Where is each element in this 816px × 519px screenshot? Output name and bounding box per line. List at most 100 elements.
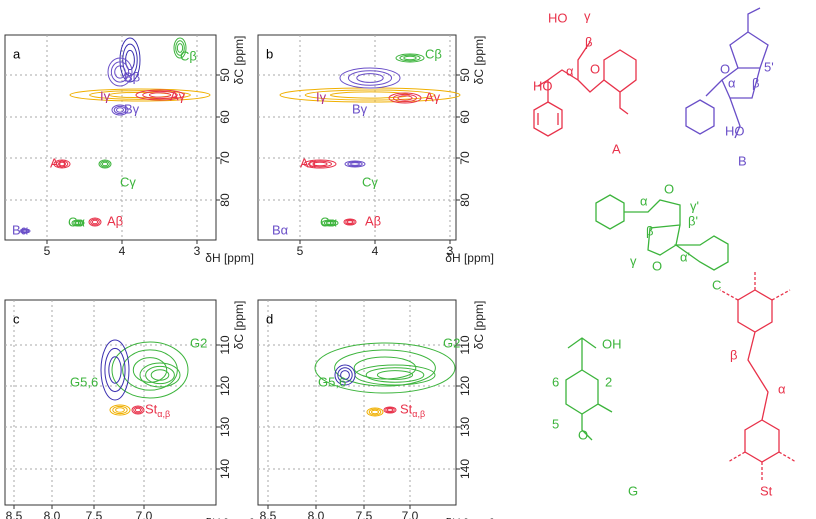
x-tick-label: 3 — [194, 244, 201, 258]
peak-label: Aβ — [365, 213, 381, 228]
y-tick-label: 110 — [458, 335, 472, 354]
peak-label: Aα — [300, 155, 317, 170]
panel-frame — [4, 34, 217, 241]
peak-label: Aα — [50, 155, 67, 170]
atom: O — [578, 427, 588, 442]
contour — [22, 229, 28, 233]
contour — [346, 220, 354, 224]
peak-label: Cγ — [120, 174, 136, 189]
contour — [150, 369, 170, 381]
y-tick-label: 50 — [218, 68, 232, 82]
contour — [69, 88, 211, 102]
peak-label: Cα — [320, 214, 337, 229]
peak-label: G5,6 — [318, 374, 346, 389]
contour — [101, 161, 109, 167]
atom: α — [566, 63, 574, 78]
x-tick-label: 5 — [44, 244, 51, 258]
x-tick-label: 7.0 — [402, 509, 419, 519]
y-tick-label: 110 — [218, 335, 232, 354]
atom: γ' — [690, 198, 699, 213]
contour — [323, 220, 337, 226]
structure-c — [595, 194, 729, 271]
contour — [98, 159, 112, 169]
contour — [100, 160, 110, 168]
contour — [112, 405, 128, 415]
x-tick-label: 3 — [447, 244, 454, 258]
structure-label: A — [612, 141, 621, 156]
contour — [115, 107, 125, 113]
structure-label: G — [628, 483, 638, 498]
peak-label: Bγ — [124, 101, 140, 116]
contour — [109, 404, 131, 416]
contour — [392, 93, 418, 103]
peak-subscript: α,β — [157, 409, 170, 419]
peak-label: Aβ — [107, 213, 123, 228]
contour — [403, 55, 417, 61]
panel-frame — [4, 299, 217, 506]
contour — [142, 90, 178, 100]
y-tick-label: 140 — [458, 459, 472, 479]
x-tick-label: 8.0 — [44, 509, 61, 519]
atom: β — [752, 75, 759, 90]
contour — [122, 43, 138, 77]
peak-label: Aγ — [170, 88, 186, 103]
peak-label: Aγ — [425, 89, 441, 104]
contour — [337, 367, 353, 383]
contour — [90, 218, 100, 226]
contour — [366, 407, 384, 417]
contour — [395, 53, 425, 63]
panel-label: d — [266, 311, 273, 326]
peak-label: Bβ — [124, 69, 140, 84]
y-tick-label: 60 — [458, 110, 472, 124]
contour — [135, 89, 185, 101]
atom: O — [720, 61, 730, 76]
contour — [73, 220, 83, 226]
peak-label: Stα,β — [145, 401, 170, 419]
peak-label: Stα,β — [400, 401, 425, 419]
contour — [71, 219, 85, 227]
contour — [176, 43, 184, 53]
y-axis-label: δC [ppm] — [232, 36, 246, 85]
structure-label: St — [760, 483, 773, 498]
structure-label: B — [738, 153, 747, 168]
atom: 6 — [552, 374, 559, 389]
contour — [145, 365, 175, 385]
contour — [347, 70, 393, 86]
contour — [100, 339, 130, 401]
atom: HO — [533, 78, 553, 93]
y-tick-label: 60 — [218, 110, 232, 124]
contour — [74, 221, 82, 225]
peak-label: Bα — [272, 222, 289, 237]
contour — [343, 218, 357, 226]
y-axis-label: δC [ppm] — [232, 301, 246, 350]
contour — [55, 160, 69, 168]
contour — [107, 57, 133, 87]
contour — [304, 89, 436, 101]
x-axis-label: δH [ppm] — [445, 251, 494, 265]
contour — [385, 407, 395, 413]
contour — [344, 160, 366, 168]
x-tick-label: 8.0 — [308, 509, 325, 519]
structure-a — [533, 41, 637, 137]
x-tick-label: 7.5 — [356, 509, 373, 519]
x-axis-label: δH [ppm] — [445, 516, 494, 519]
y-tick-label: 120 — [218, 376, 232, 396]
panel-frame — [257, 34, 457, 241]
y-tick-label: 130 — [218, 417, 232, 437]
contour — [340, 370, 350, 380]
contour — [397, 95, 413, 101]
contour — [134, 407, 142, 413]
contour — [114, 65, 126, 79]
peak-label: Bγ — [352, 101, 368, 116]
y-tick-label: 80 — [458, 193, 472, 207]
contour — [312, 161, 328, 167]
peak-label: Bα — [12, 222, 29, 237]
structure-b — [685, 7, 769, 139]
peak-label: Cβ — [425, 46, 442, 61]
contour — [347, 161, 363, 167]
contour — [111, 104, 129, 116]
contour — [339, 67, 401, 89]
panel-frame — [257, 299, 457, 506]
x-tick-label: 8.5 — [260, 509, 277, 519]
